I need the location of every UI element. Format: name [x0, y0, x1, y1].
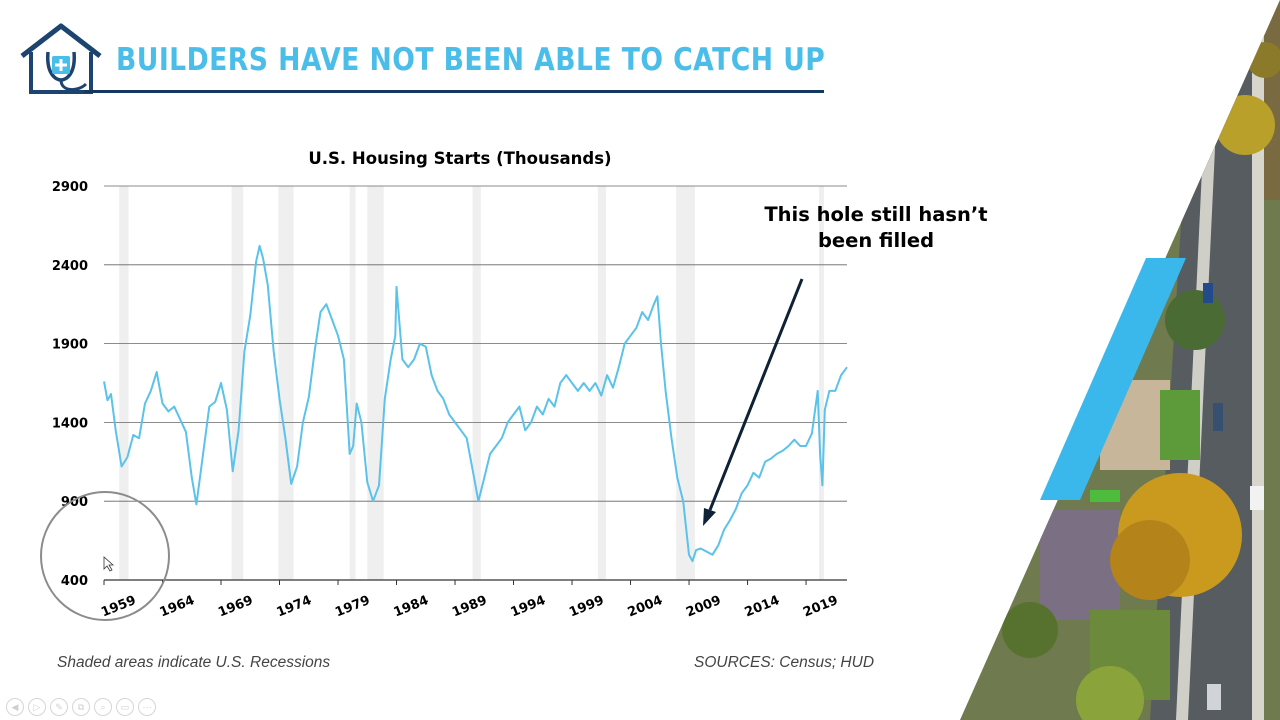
- y-tick-label-400: 400: [61, 574, 88, 589]
- player-controls: ◀ ▷ ✎ ⧉ ⌕ ▭ ⋯: [6, 698, 156, 716]
- cursor-highlight-circle: [40, 491, 170, 621]
- x-tick-label-1989: 1989: [450, 593, 489, 620]
- y-tick-label-2900: 2900: [52, 180, 88, 195]
- annotation-line-2: been filled: [817, 229, 935, 252]
- mouse-cursor-icon: [103, 556, 115, 572]
- x-tick-label-1994: 1994: [509, 593, 548, 620]
- x-tick-label-1999: 1999: [567, 593, 606, 620]
- play-icon[interactable]: ▷: [28, 698, 46, 716]
- annotation-line-1: This hole still hasn’t: [764, 203, 988, 226]
- x-tick-label-1979: 1979: [333, 593, 372, 620]
- recession-band-4: [367, 186, 384, 580]
- pen-icon[interactable]: ✎: [50, 698, 68, 716]
- title-rule: [84, 90, 824, 93]
- recession-band-2: [278, 186, 294, 580]
- house-stethoscope-icon: [20, 23, 102, 94]
- x-tick-label-2019: 2019: [801, 593, 840, 620]
- recession-band-0: [119, 186, 129, 580]
- x-tick-label-1984: 1984: [392, 593, 431, 620]
- recession-band-1: [231, 186, 244, 580]
- x-tick-label-1969: 1969: [216, 593, 255, 620]
- chart-title: U.S. Housing Starts (Thousands): [308, 149, 611, 168]
- gridline-layer: [103, 185, 847, 585]
- prev-icon[interactable]: ◀: [6, 698, 24, 716]
- x-tick-label-2009: 2009: [684, 593, 723, 620]
- recession-band-3: [349, 186, 356, 580]
- y-tick-label-2400: 2400: [52, 259, 88, 274]
- y-tick-label-layer: 400 900 1400 1900 2400 2900: [52, 180, 88, 589]
- series-layer: [103, 244, 848, 563]
- recession-band-7: [676, 186, 695, 580]
- x-tick-label-2004: 2004: [626, 593, 665, 620]
- housing-starts-line: [103, 244, 848, 563]
- recession-footnote: Shaded areas indicate U.S. Recessions: [57, 654, 331, 671]
- recession-shading-layer: [119, 186, 824, 580]
- recession-band-8: [818, 186, 824, 580]
- zoom-icon[interactable]: ⌕: [94, 698, 112, 716]
- screen-icon[interactable]: ▭: [116, 698, 134, 716]
- y-tick-label-1900: 1900: [52, 338, 88, 353]
- y-tick-label-900: 900: [61, 495, 88, 510]
- x-tick-label-2014: 2014: [743, 593, 782, 620]
- x-tick-label-1974: 1974: [275, 593, 314, 620]
- slide-title: BUILDERS HAVE NOT BEEN ABLE TO CATCH UP: [116, 42, 826, 78]
- annotation-text: This hole still hasn’t been filled: [748, 202, 1004, 254]
- x-tick-label-1964: 1964: [158, 593, 197, 620]
- recession-band-6: [597, 186, 606, 580]
- sources-note: SOURCES: Census; HUD: [694, 654, 875, 671]
- y-tick-label-1400: 1400: [52, 416, 88, 431]
- x-tick-label-1959: 1959: [99, 593, 138, 620]
- copy-icon[interactable]: ⧉: [72, 698, 90, 716]
- recession-band-5: [472, 186, 481, 580]
- annotation-arrow: [703, 278, 804, 526]
- x-tick-label-layer: 1959 1964 1969 1974 1979 1984 1989 1994 1999 2004…: [99, 593, 840, 620]
- more-icon[interactable]: ⋯: [138, 698, 156, 716]
